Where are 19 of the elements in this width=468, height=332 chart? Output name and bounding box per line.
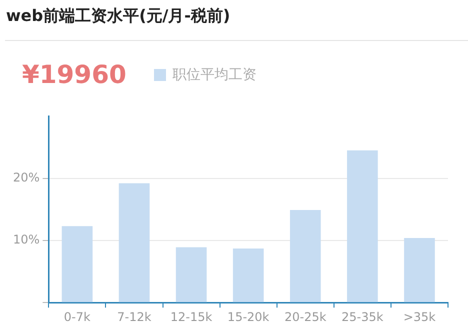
y-tick-label: 10% <box>13 232 40 247</box>
x-tick-label: 7-12k <box>117 310 152 324</box>
x-tick-label: 15-20k <box>227 310 270 324</box>
bar <box>62 226 93 302</box>
bar <box>290 210 321 302</box>
x-tick-label: 0-7k <box>64 310 91 324</box>
text: ¥19960 <box>22 60 126 89</box>
bar <box>404 238 435 302</box>
x-tick-label: 12-15k <box>170 310 212 324</box>
chart-title: web前端工资水平(元/月-税前) <box>6 6 230 27</box>
x-tick-label: 20-25k <box>284 310 326 324</box>
bar <box>232 248 264 302</box>
x-tick-label: >35k <box>403 310 436 324</box>
legend-label: 职位平均工资 <box>172 66 256 84</box>
bar <box>118 183 150 302</box>
x-tick-label: 25-35k <box>342 310 384 324</box>
y-tick-label: 20% <box>13 170 40 184</box>
bar <box>176 247 207 302</box>
bar <box>347 150 378 302</box>
